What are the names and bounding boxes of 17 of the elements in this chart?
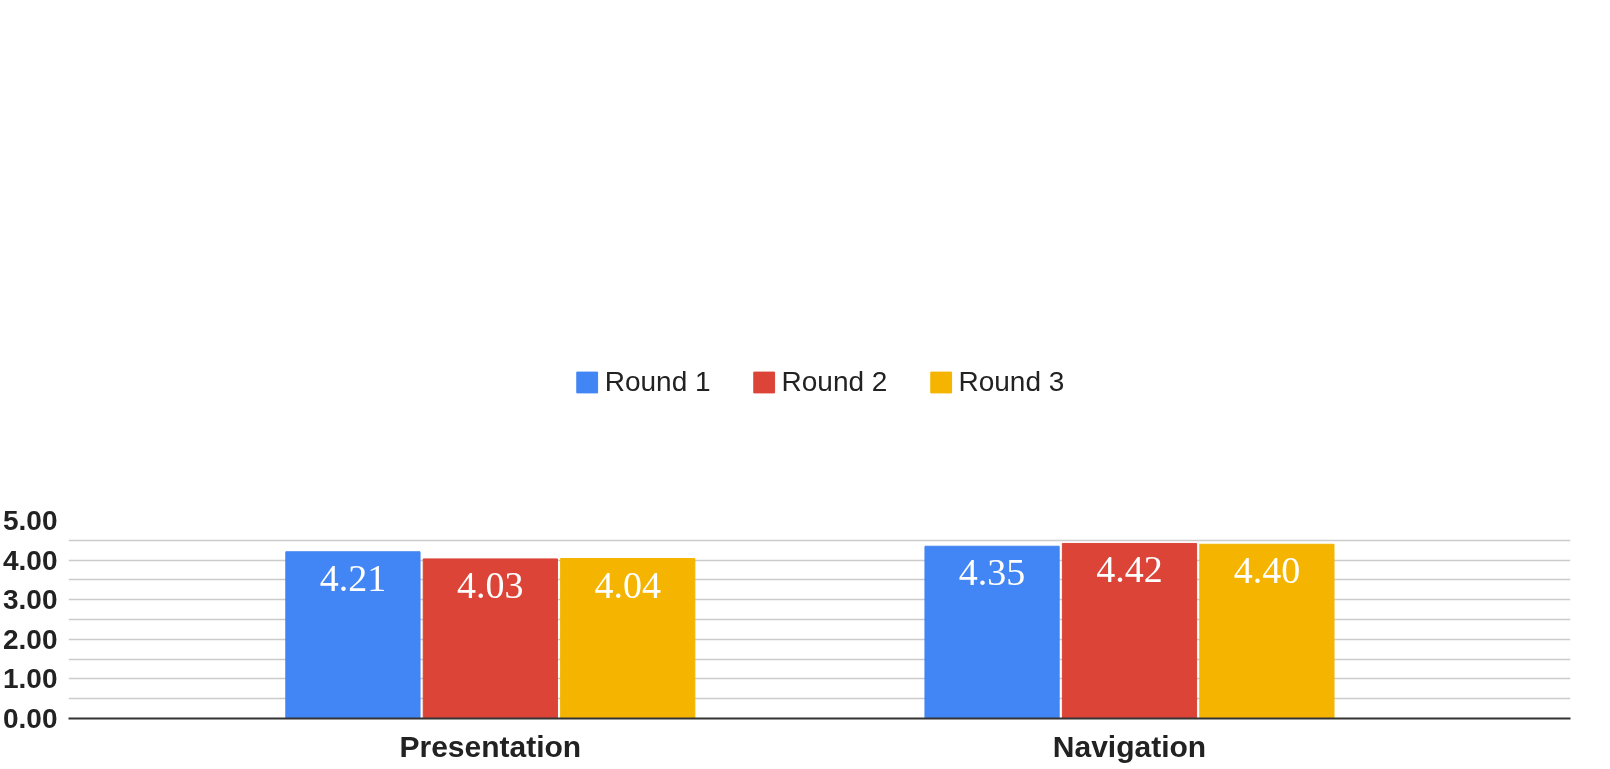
y-tick-label: 2.00	[3, 623, 58, 655]
legend-label: Round 3	[958, 366, 1065, 398]
data-label: 4.03	[457, 563, 524, 606]
data-label: 4.42	[1096, 548, 1163, 591]
x-tick-label: Navigation	[1052, 729, 1207, 763]
y-tick-label: 4.00	[3, 544, 58, 576]
x-tick-label: Presentation	[399, 729, 582, 763]
data-label: 4.21	[319, 556, 387, 599]
y-tick-label: 3.00	[3, 584, 58, 616]
data-label: 4.40	[1233, 549, 1301, 592]
data-label: 4.04	[594, 563, 662, 606]
y-tick-label: 5.00	[3, 505, 58, 536]
y-tick-label: 0.00	[3, 703, 58, 734]
y-tick-label: 1.00	[3, 663, 58, 695]
data-label: 4.35	[958, 551, 1026, 594]
legend-label: Round 2	[781, 366, 888, 398]
legend-label: Round 1	[604, 366, 711, 398]
